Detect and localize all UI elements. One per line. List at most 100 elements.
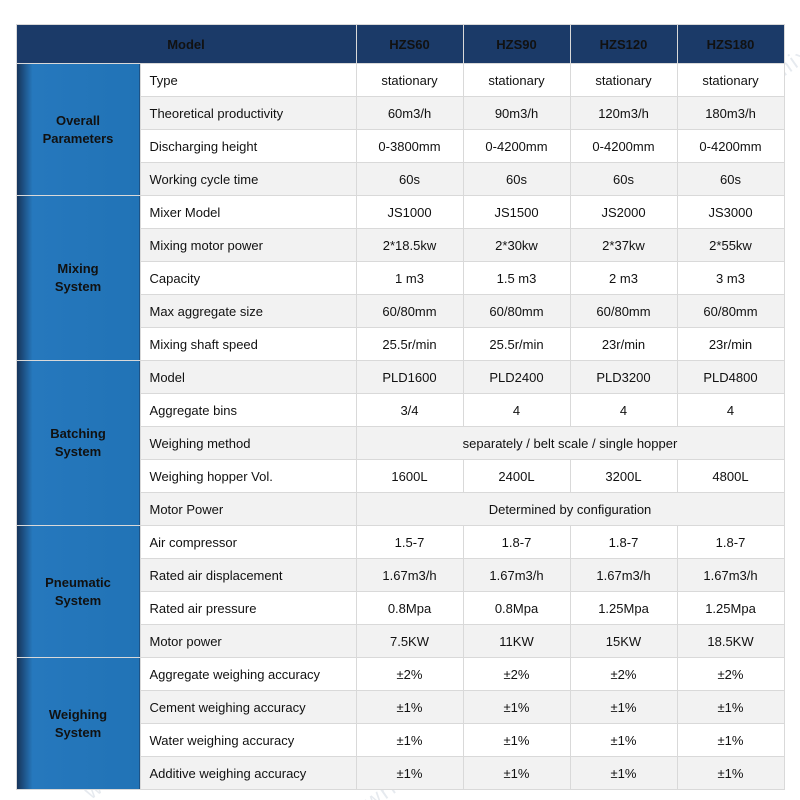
parameter-name: Aggregate bins [139, 393, 357, 427]
parameter-value: ±2% [676, 657, 785, 691]
parameter-value: 1.67m3/h [462, 558, 571, 592]
parameter-name: Working cycle time [139, 162, 357, 196]
parameter-value: JS2000 [569, 195, 678, 229]
parameter-value: PLD3200 [569, 360, 678, 394]
parameter-value: 7.5KW [355, 624, 464, 658]
parameter-value: 2*37kw [569, 228, 678, 262]
parameter-value: 1.67m3/h [676, 558, 785, 592]
parameter-name: Water weighing accuracy [139, 723, 357, 757]
parameter-value: 11KW [462, 624, 571, 658]
parameter-value: JS1500 [462, 195, 571, 229]
table-row: Capacity 1 m3 1.5 m3 2 m3 3 m3 [16, 261, 785, 295]
parameter-value: 1.8-7 [462, 525, 571, 559]
group-label-weighing-system: Weighing System [15, 657, 141, 790]
parameter-value: 1 m3 [355, 261, 464, 295]
parameter-value: ±2% [569, 657, 678, 691]
parameter-value: 1.8-7 [676, 525, 785, 559]
parameter-value: 23r/min [569, 327, 678, 361]
parameter-value: 60/80mm [355, 294, 464, 328]
parameter-value: ±1% [569, 756, 678, 790]
parameter-value: PLD2400 [462, 360, 571, 394]
column-header-hzs180: HZS180 [676, 24, 785, 64]
parameter-name: Mixing shaft speed [139, 327, 357, 361]
table-row: Rated air displacement 1.67m3/h 1.67m3/h 1.… [16, 558, 785, 592]
table-row: Mixing System Mixer Model JS1000 JS1500 JS20… [15, 195, 785, 361]
parameter-value: 60m3/h [355, 96, 464, 130]
parameter-value: 0-4200mm [569, 129, 678, 163]
model-header-cell: Model [15, 24, 357, 64]
parameter-value: ±1% [462, 723, 571, 757]
parameter-name: Model [139, 360, 357, 394]
parameter-value: 120m3/h [569, 96, 678, 130]
parameter-value: 1.67m3/h [355, 558, 464, 592]
parameter-value: ±1% [355, 690, 464, 724]
parameter-value: 3 m3 [676, 261, 785, 295]
parameter-value: 1.25Mpa [569, 591, 678, 625]
parameter-value: 15KW [569, 624, 678, 658]
parameter-value: 23r/min [676, 327, 785, 361]
parameter-value-span: Determined by configuration [355, 492, 785, 526]
parameter-value: 3200L [569, 459, 678, 493]
parameter-name: Mixing motor power [139, 228, 357, 262]
parameter-value: ±2% [462, 657, 571, 691]
parameter-value: 1.25Mpa [676, 591, 785, 625]
table-row: Aggregate bins 3/4 4 4 4 [16, 393, 785, 427]
parameter-value: 25.5r/min [462, 327, 571, 361]
parameter-value: 1.5-7 [355, 525, 464, 559]
parameter-value: 60s [355, 162, 464, 196]
table-row: Batching System Model PLD1600 PLD2400 PLD320… [15, 360, 785, 526]
parameter-value-span: separately / belt scale / single hopper [355, 426, 785, 460]
parameter-value: stationary [676, 63, 785, 97]
parameter-value: ±1% [676, 723, 785, 757]
parameter-value: 2*30kw [462, 228, 571, 262]
parameter-value: 1.8-7 [569, 525, 678, 559]
table-row: Discharging height 0-3800mm 0-4200mm 0-4200… [16, 129, 785, 163]
parameter-value: 1.5 m3 [462, 261, 571, 295]
parameter-name: Rated air displacement [139, 558, 357, 592]
parameter-value: 0.8Mpa [462, 591, 571, 625]
parameter-value: 60s [569, 162, 678, 196]
group-label-mixing-system: Mixing System [15, 195, 141, 361]
parameter-value: 60/80mm [676, 294, 785, 328]
parameter-name: Additive weighing accuracy [139, 756, 357, 790]
parameter-name: Rated air pressure [139, 591, 357, 625]
column-header-hzs120: HZS120 [569, 24, 678, 64]
column-header-hzs60: HZS60 [355, 24, 464, 64]
parameter-value: 1.67m3/h [569, 558, 678, 592]
parameter-value: 60s [462, 162, 571, 196]
parameter-value: ±2% [355, 657, 464, 691]
parameter-value: ±1% [569, 690, 678, 724]
parameter-value: 0-4200mm [676, 129, 785, 163]
header-row: Model HZS60 HZS90 HZS120 HZS180 [15, 24, 785, 64]
table-row: Weighing System Aggregate weighing accura… [15, 657, 785, 790]
parameter-value: 0-4200mm [462, 129, 571, 163]
parameter-name: Capacity [139, 261, 357, 295]
parameter-name: Motor Power [139, 492, 357, 526]
table-row: Theoretical productivity 60m3/h 90m3/h 120m… [16, 96, 785, 130]
parameter-value: ±1% [569, 723, 678, 757]
parameter-value: 2 m3 [569, 261, 678, 295]
parameter-name: Aggregate weighing accuracy [139, 657, 357, 691]
parameter-name: Cement weighing accuracy [139, 690, 357, 724]
parameter-name: Motor power [139, 624, 357, 658]
parameter-name: Theoretical productivity [139, 96, 357, 130]
parameter-value: 2400L [462, 459, 571, 493]
parameter-value: 0-3800mm [355, 129, 464, 163]
parameter-value: 3/4 [355, 393, 464, 427]
parameter-value: 0.8Mpa [355, 591, 464, 625]
parameter-value: 4 [676, 393, 785, 427]
parameter-name: Type [139, 63, 357, 97]
table-row: Mixing shaft speed 25.5r/min 25.5r/min 23r/… [16, 327, 785, 361]
parameter-value: ±1% [355, 723, 464, 757]
parameter-value: 60s [676, 162, 785, 196]
parameter-name: Mixer Model [139, 195, 357, 229]
parameter-value: JS1000 [355, 195, 464, 229]
group-label-batching-system: Batching System [15, 360, 141, 526]
table-row: Motor power 7.5KW 11KW 15KW 18.5KW [16, 624, 785, 658]
parameter-name: Weighing method [139, 426, 357, 460]
parameter-name: Air compressor [139, 525, 357, 559]
table-row: Working cycle time 60s 60s 60s 60s [16, 162, 785, 196]
parameter-value: 18.5KW [676, 624, 785, 658]
parameter-name: Max aggregate size [139, 294, 357, 328]
